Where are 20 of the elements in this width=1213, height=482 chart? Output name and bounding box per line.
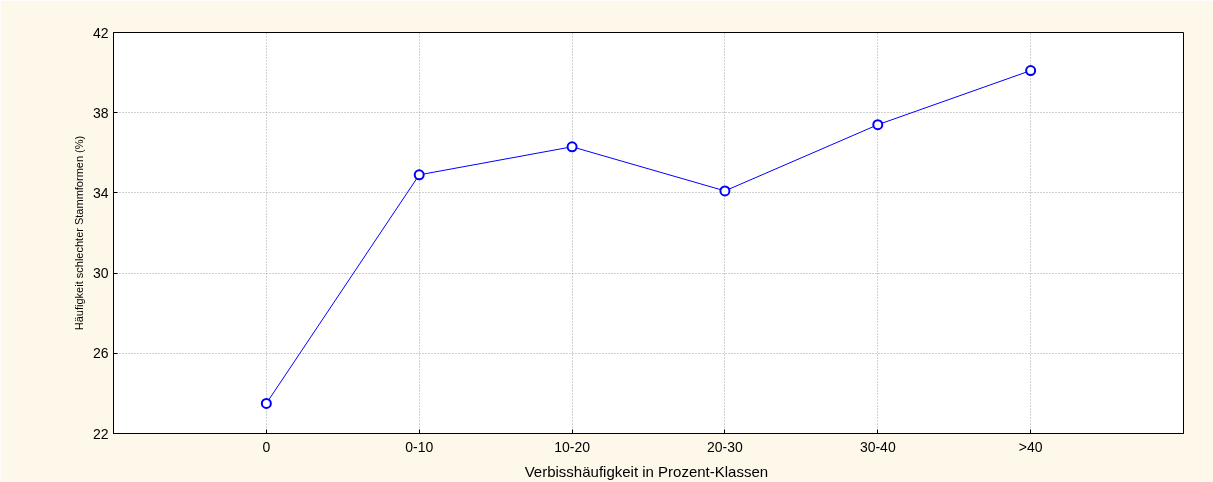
point	[566, 141, 578, 153]
point	[719, 185, 731, 197]
y-tick-label: 34	[92, 184, 109, 201]
point	[872, 119, 884, 131]
point	[1025, 65, 1037, 77]
x-tick-label: 20-30	[707, 438, 744, 455]
y-tick-label: 26	[92, 345, 109, 362]
y-tick-label: 30	[92, 265, 109, 282]
x-tick-label: 0	[262, 438, 271, 455]
point	[413, 169, 425, 181]
x-tick-label: 30-40	[859, 438, 896, 455]
x-axis-title: Verbisshäufigkeit in Prozent-Klassen	[524, 462, 769, 480]
y-axis-title: Häufigkeit schlechter Stammformen (%)	[72, 135, 85, 331]
y-tick-label: 22	[92, 425, 109, 442]
y-tick-label: 42	[92, 24, 109, 41]
x-tick-label: 10-20	[554, 438, 591, 455]
x-tick-label: >40	[1018, 438, 1043, 455]
y-tick-label: 38	[92, 104, 109, 121]
point	[260, 397, 272, 409]
x-tick-label: 0-10	[405, 438, 434, 455]
